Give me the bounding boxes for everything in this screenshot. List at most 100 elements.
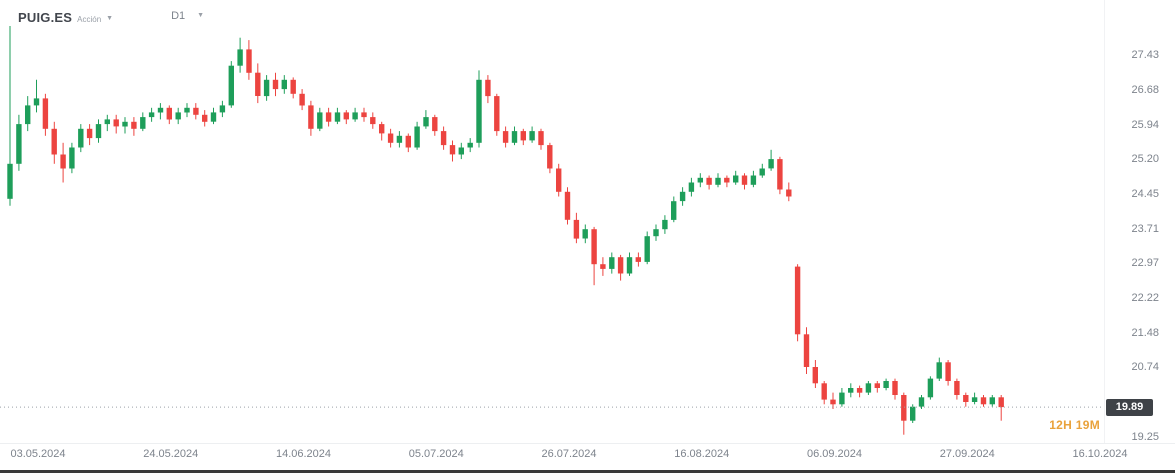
chevron-down-icon: ▼: [197, 12, 205, 19]
window-bottom-edge: [0, 470, 1175, 473]
candle: [635, 252, 641, 267]
candle: [396, 131, 403, 148]
candle: [440, 126, 447, 150]
candle: [42, 93, 49, 136]
candle: [848, 383, 854, 398]
candle: [494, 93, 500, 136]
timeframe-selector[interactable]: D1 ▼: [171, 10, 204, 22]
candle: [379, 121, 385, 141]
price-axis-separator: [1104, 0, 1105, 443]
candle: [86, 124, 93, 146]
price-axis-label: 19.25: [1131, 431, 1159, 443]
candle: [768, 149, 774, 171]
candle: [317, 107, 323, 132]
candle: [918, 395, 925, 409]
candle: [927, 376, 934, 400]
candle: [175, 107, 181, 125]
candle: [290, 77, 296, 99]
candle: [874, 381, 880, 393]
candle: [60, 142, 66, 183]
time-axis[interactable]: 03.05.2024 24.05.2024 14.06.2024 05.07.2024…: [0, 448, 1175, 464]
candle: [573, 212, 580, 244]
candle: [971, 392, 978, 405]
candle: [591, 226, 597, 286]
candle: [945, 360, 951, 386]
candle: [724, 175, 730, 188]
date-axis-label: 16.10.2024: [1072, 448, 1128, 460]
candle: [95, 119, 102, 143]
candle: [502, 126, 509, 148]
date-axis-label: 03.05.2024: [10, 448, 66, 460]
candle: [556, 163, 562, 197]
candle: [671, 196, 677, 223]
candle: [697, 173, 703, 188]
date-axis-label: 06.09.2024: [806, 448, 863, 460]
price-axis-label: 20.74: [1131, 361, 1159, 374]
candle: [547, 142, 553, 174]
candle: [901, 392, 907, 435]
candle: [839, 388, 845, 407]
candle: [210, 107, 217, 125]
candle: [980, 395, 987, 407]
candle: [69, 142, 75, 174]
symbol-selector[interactable]: PUIG.ES Acción ▼: [18, 10, 113, 25]
candle: [219, 100, 226, 118]
candle: [113, 114, 119, 134]
candle: [812, 360, 818, 388]
candle: [237, 37, 243, 73]
candle: [104, 114, 110, 132]
date-axis-label: 05.07.2024: [408, 448, 464, 460]
candle: [299, 89, 305, 111]
candle: [7, 26, 13, 206]
candle: [617, 254, 624, 281]
candle: [202, 110, 208, 127]
candle: [352, 107, 358, 122]
candle: [193, 103, 199, 120]
candle: [529, 126, 535, 143]
candle: [653, 224, 659, 241]
candle: [166, 105, 172, 125]
candle: [803, 327, 810, 374]
candle: [432, 114, 438, 136]
candle: [33, 79, 40, 113]
price-axis[interactable]: 27.43 26.68 25.94 25.20 24.45 23.71 22.97 22.22…: [1105, 0, 1175, 443]
price-axis-label: 26.68: [1131, 84, 1159, 97]
candle: [458, 142, 464, 160]
candle: [883, 378, 889, 391]
candle: [538, 128, 544, 150]
candle: [511, 126, 518, 146]
candle: [343, 110, 349, 125]
candle: [998, 395, 1004, 421]
candle: [325, 107, 332, 127]
candle: [131, 117, 137, 136]
candle: [228, 61, 234, 108]
chart-header: PUIG.ES Acción ▼ D1 ▼: [18, 10, 204, 25]
candle: [423, 110, 429, 129]
price-axis-label: 22.97: [1131, 257, 1159, 270]
candle: [334, 107, 341, 125]
price-axis-label: 22.22: [1131, 292, 1159, 305]
candle: [449, 140, 456, 162]
date-axis-label: 26.07.2024: [541, 448, 597, 460]
price-axis-label: 24.45: [1131, 188, 1159, 201]
candle: [414, 121, 420, 150]
date-axis-label: 24.05.2024: [143, 448, 199, 460]
candle: [856, 385, 863, 398]
symbol-name: PUIG.ES: [18, 10, 73, 25]
candle: [759, 163, 765, 178]
candle: [520, 128, 526, 146]
price-axis-label: 25.94: [1131, 118, 1159, 131]
candle: [78, 124, 84, 153]
candle: [706, 175, 712, 190]
candle: [777, 156, 783, 195]
candle: [255, 63, 261, 104]
candle: [246, 40, 252, 80]
candle-countdown: 12H 19M: [1049, 418, 1100, 433]
candle: [936, 357, 942, 381]
timeframe-label: D1: [171, 10, 186, 22]
candle: [830, 392, 836, 409]
candle: [148, 107, 155, 122]
candle: [272, 72, 279, 97]
